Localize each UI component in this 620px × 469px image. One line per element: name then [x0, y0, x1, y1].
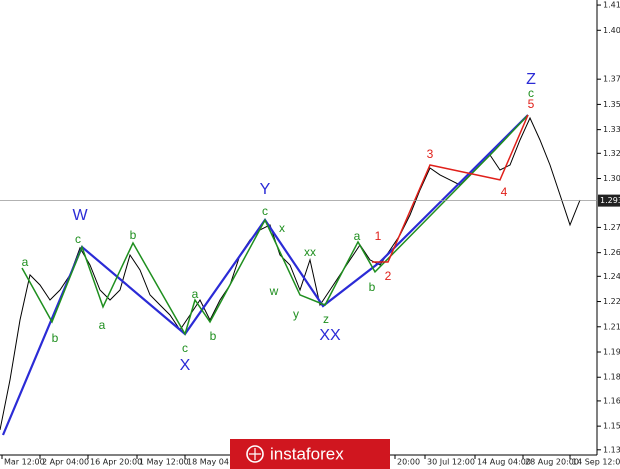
wave-line — [21, 114, 529, 336]
y-tick-label: 1.37 — [603, 75, 620, 84]
logo — [246, 445, 264, 463]
x-tick-label: 16 Apr 20:00 — [90, 458, 142, 467]
wave-label: a — [22, 255, 29, 269]
x-tick-label: 20:00 — [397, 458, 420, 467]
y-tick-label: 1.181 — [603, 373, 620, 382]
wave-label: b — [369, 280, 376, 294]
x-tick-label: 28 Aug 20:00 — [525, 458, 579, 467]
wave-label: x — [279, 221, 285, 235]
wave-label: a — [192, 287, 199, 301]
wave-label: b — [210, 329, 217, 343]
x-tick-label: 30 Jul 12:00 — [427, 458, 475, 467]
wave-label: XX — [319, 327, 341, 344]
x-tick-label: 1 May 12:00 — [139, 458, 189, 467]
current-price-box — [598, 194, 620, 207]
y-tick-label: 1.245 — [603, 272, 620, 281]
x-tick-label: 14 Sep 12:00 — [572, 458, 620, 467]
wave-label: c — [528, 86, 534, 100]
watermark-text: instaforex — [270, 444, 344, 463]
wave-label: b — [130, 228, 137, 242]
x-tick-label: 14 Aug 04:00 — [477, 458, 531, 467]
y-tick-label: 1.401 — [603, 26, 620, 35]
wave-label: w — [269, 284, 279, 298]
wave-label: b — [52, 331, 59, 345]
x-tick-label: Mar 12:00 — [4, 458, 45, 467]
wave-label: a — [99, 318, 106, 332]
y-tick-label: 1.166 — [603, 396, 620, 405]
wave-label: c — [75, 232, 81, 246]
wave-label: Z — [526, 71, 536, 88]
wave-label: W — [72, 207, 88, 224]
wave-label: c — [262, 204, 268, 218]
wave-label: Y — [260, 181, 271, 198]
y-tick-label: 1.213 — [603, 322, 620, 331]
y-tick-label: 1.276 — [603, 223, 620, 232]
wave-label: z — [323, 312, 329, 326]
y-tick-label: 1.135 — [603, 445, 620, 454]
y-tick-label: 1.197 — [603, 348, 620, 357]
wave-label: 4 — [501, 185, 508, 199]
y-tick-label: 1.338 — [603, 125, 620, 134]
wave-label: xx — [304, 245, 316, 259]
watermark-banner: instaforex — [230, 439, 390, 469]
wave-label: 1 — [375, 229, 382, 243]
wave-label: 3 — [427, 147, 434, 161]
wave-line — [372, 114, 529, 263]
y-tick-label: 1.26 — [603, 248, 620, 257]
x-tick-label: 18 May 04:00 — [187, 458, 242, 467]
y-tick-label: 1.417 — [603, 1, 620, 10]
logo-mark — [249, 448, 261, 460]
y-tick-label: 1.229 — [603, 297, 620, 306]
y-tick-label: 1.307 — [603, 174, 620, 183]
y-tick-label: 1.323 — [603, 149, 620, 158]
y-tick-label: 1.354 — [603, 100, 620, 109]
y-tick-label: 1.15 — [603, 422, 620, 431]
wave-label: a — [354, 229, 361, 243]
wave-label: X — [180, 357, 191, 374]
wave-label: 5 — [528, 97, 535, 111]
wave-label: y — [293, 307, 299, 321]
current-price-label: 1.293 — [600, 196, 620, 205]
x-tick-label: 2 Apr 04:00 — [42, 458, 89, 467]
wave-label: 2 — [385, 269, 392, 283]
wave-label: c — [182, 341, 188, 355]
